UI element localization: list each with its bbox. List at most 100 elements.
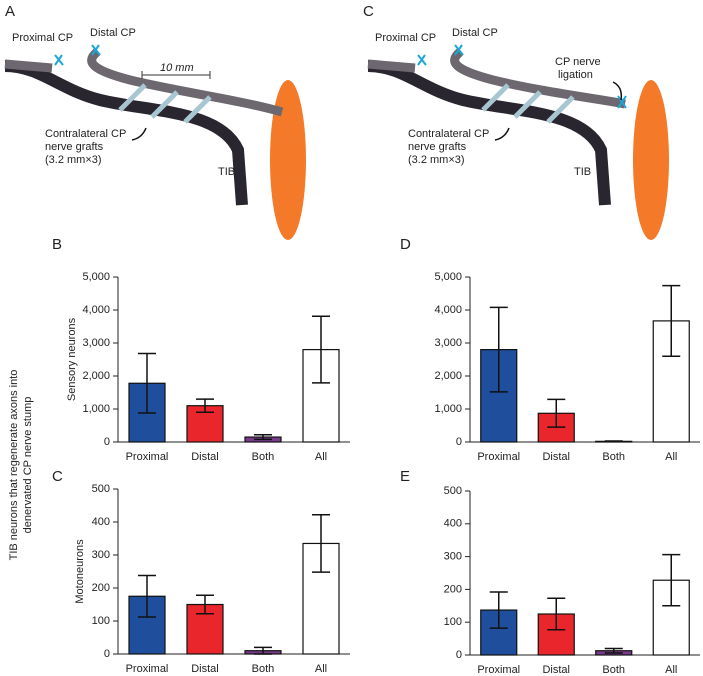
x-tick-label: Proximal	[477, 451, 520, 463]
error-bar	[254, 646, 272, 655]
error-bar	[662, 553, 681, 607]
label: nerve grafts	[408, 141, 467, 153]
panel-label: E	[400, 468, 410, 485]
y-axis-label: Motoneurons	[74, 539, 86, 604]
x-tick-label: Distal	[191, 451, 219, 463]
error-bar	[196, 398, 214, 414]
y-tick-label: 300	[444, 551, 462, 563]
y-tick-label: 300	[92, 549, 110, 561]
y-tick-label: 5,000	[82, 271, 110, 283]
x-tick-label: Distal	[542, 664, 570, 676]
arrow	[131, 127, 147, 141]
y-tick-label: 0	[104, 436, 110, 448]
x-tick-label: All	[315, 663, 327, 675]
label: (3.2 mm×3)	[45, 154, 102, 166]
y-tick-label: 4,000	[82, 304, 110, 316]
y-tick-label: 400	[92, 516, 110, 528]
x-tick-label: Proximal	[126, 663, 169, 675]
error-bar	[604, 647, 623, 654]
error-bar	[196, 594, 214, 615]
error-bar	[138, 352, 156, 414]
panel-label: D	[400, 236, 411, 253]
x-tick-label: Both	[602, 451, 625, 463]
x-tick-label: Distal	[191, 663, 219, 675]
x-tick-label: Both	[252, 451, 275, 463]
distal-cp	[87, 48, 284, 117]
y-tick-label: 400	[444, 518, 462, 530]
x-tick-label: Both	[252, 663, 275, 675]
panel-label: A	[5, 3, 15, 20]
label: Proximal CP	[375, 32, 436, 44]
y-tick-label: 0	[104, 648, 110, 660]
label: Contralateral CP	[408, 128, 489, 140]
arrow	[494, 127, 510, 141]
y-tick-label: 5,000	[434, 271, 462, 283]
y-tick-label: 3,000	[434, 337, 462, 349]
y-tick-label: 200	[444, 583, 462, 595]
tib-nerve	[4, 60, 248, 206]
label: nerve grafts	[45, 141, 104, 153]
error-bar	[547, 597, 566, 631]
x-tick-label: Proximal	[477, 664, 520, 676]
y-tick-label: 500	[92, 483, 110, 495]
y-tick-label: 500	[444, 485, 462, 497]
y-axis-label: Sensory neurons	[66, 317, 78, 401]
y-tick-label: 4,000	[434, 304, 462, 316]
y-tick-label: 0	[456, 436, 462, 448]
proximal-stump	[367, 59, 416, 73]
y-tick-label: 1,000	[82, 403, 110, 415]
y-tick-label: 200	[92, 582, 110, 594]
y-tick-label: 3,000	[82, 337, 110, 349]
x-tick-label: Distal	[542, 451, 570, 463]
x-tick-label: All	[665, 664, 677, 676]
panel-label: B	[52, 236, 62, 253]
error-bar	[662, 284, 681, 357]
error-bar	[254, 433, 272, 441]
y-tick-label: 1,000	[434, 403, 462, 415]
scale-bar	[141, 71, 211, 79]
proximal-stump	[4, 59, 53, 73]
muscle	[270, 80, 306, 240]
error-bar	[312, 513, 330, 573]
label: TIB	[574, 166, 591, 178]
y-tick-label: 0	[456, 649, 462, 661]
label: ligation	[558, 69, 593, 81]
error-bar	[138, 574, 156, 618]
label: CP nerve	[555, 56, 601, 68]
x-tick-label: Proximal	[126, 451, 169, 463]
tib-nerve	[367, 60, 611, 206]
y-tick-label: 100	[92, 615, 110, 627]
error-bar	[489, 306, 508, 393]
x-tick-label: All	[665, 451, 677, 463]
y-tick-label: 100	[444, 616, 462, 628]
error-bar	[547, 398, 566, 428]
distal-cp	[450, 48, 626, 109]
label: Distal CP	[452, 27, 498, 39]
label: Distal CP	[90, 27, 136, 39]
error-bar	[604, 440, 623, 443]
error-bar	[489, 591, 508, 629]
label: Contralateral CP	[45, 128, 126, 140]
x-tick-label: Both	[602, 664, 625, 676]
label: Proximal CP	[12, 32, 73, 44]
diagram-a	[4, 44, 306, 240]
muscle	[633, 80, 669, 240]
x-tick-label: All	[315, 451, 327, 463]
y-tick-label: 2,000	[434, 370, 462, 382]
suture	[417, 44, 627, 109]
label: (3.2 mm×3)	[408, 154, 465, 166]
panel-label: C	[363, 3, 374, 20]
bar	[302, 349, 340, 443]
error-bar	[312, 315, 330, 384]
panel-label: C	[52, 468, 63, 485]
shared-y-label: denervated CP nerve stump	[22, 397, 34, 534]
suture	[54, 44, 101, 66]
label: 10 mm	[160, 62, 194, 74]
grafts	[118, 83, 212, 124]
label: TIB	[218, 166, 235, 178]
diagram-c	[367, 44, 669, 240]
arrow	[612, 81, 623, 101]
grafts	[481, 83, 575, 124]
shared-y-label: TIB neurons that regenerate axons into	[8, 370, 20, 561]
